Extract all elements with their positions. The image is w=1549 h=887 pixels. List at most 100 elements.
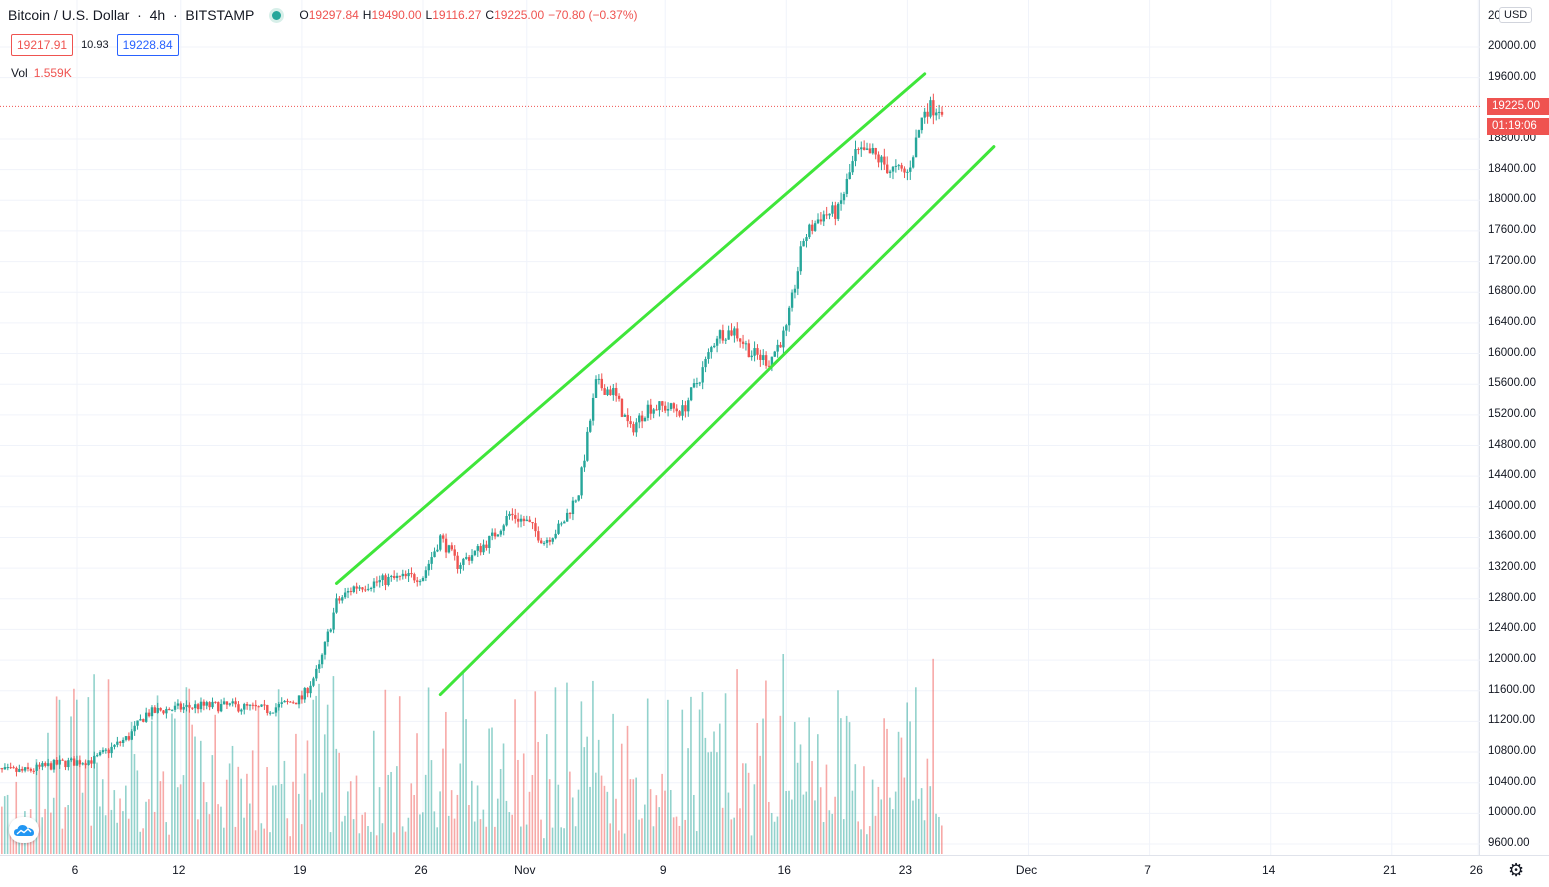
volume-bar — [941, 825, 943, 854]
candlestick — [274, 703, 278, 717]
volume-legend[interactable]: Vol 1.559K — [11, 66, 72, 80]
time-tick-label: 21 — [1383, 863, 1397, 877]
volume-bar — [197, 819, 199, 854]
volume-bar — [349, 781, 352, 854]
volume-bar — [476, 785, 479, 854]
time-axis[interactable]: 6 12 19 26 Nov 9 16 23 Dec 7 14 21 26 ⚙ — [0, 855, 1549, 887]
candlestick — [640, 410, 644, 429]
volume-bar — [707, 752, 710, 854]
candlestick — [874, 147, 877, 160]
candlestick — [684, 400, 687, 418]
candlestick — [90, 756, 93, 769]
candlestick — [837, 202, 840, 222]
candlestick — [257, 705, 260, 708]
volume-bar — [269, 832, 271, 854]
tradingview-logo-icon[interactable] — [9, 817, 39, 843]
candle-body — [243, 704, 246, 710]
volume-bar — [891, 809, 894, 854]
candlestick — [514, 508, 517, 524]
price-chart-canvas[interactable] — [0, 0, 1480, 855]
volume-bar — [280, 784, 283, 854]
candlestick — [237, 701, 240, 713]
candlestick — [652, 407, 655, 419]
buy-price-button[interactable]: 19228.84 — [116, 34, 179, 56]
volume-bar — [514, 699, 516, 854]
candle-body — [274, 707, 278, 713]
candlestick — [727, 325, 730, 340]
volume-bar — [370, 831, 372, 854]
gear-icon[interactable]: ⚙ — [1508, 860, 1525, 880]
price-tick-label: 12000.00 — [1488, 653, 1536, 666]
symbol-title[interactable]: Bitcoin / U.S. Dollar · 4h · BITSTAMP — [8, 7, 255, 23]
candle-body — [320, 654, 324, 665]
candlestick — [450, 542, 454, 552]
volume-bar — [107, 679, 110, 854]
candlestick — [52, 758, 56, 773]
candle-body — [937, 111, 941, 113]
volume-bar — [372, 730, 375, 854]
candle-body — [225, 701, 229, 705]
volume-bar — [263, 828, 266, 854]
candle-body — [914, 137, 918, 158]
candlestick — [813, 220, 817, 232]
candle-body — [205, 702, 208, 706]
volume-bar — [860, 829, 862, 854]
candlestick — [72, 756, 76, 766]
spread-value: 10.93 — [81, 39, 109, 51]
candlestick — [730, 323, 733, 337]
candlestick — [886, 156, 889, 174]
candle-body — [263, 704, 266, 706]
candlestick — [551, 537, 554, 545]
volume-bar — [704, 737, 707, 854]
price-axis[interactable]: 20000.00 19600.00 18800.00 18400.00 18000.00… — [1480, 0, 1549, 855]
candle-body — [133, 725, 136, 732]
candlestick — [571, 496, 575, 521]
price-tick-label: 10400.00 — [1488, 775, 1536, 788]
volume-bar — [926, 758, 929, 854]
candlestick — [937, 104, 941, 120]
sell-price-button[interactable]: 19217.91 — [11, 34, 74, 56]
candle-body — [436, 549, 439, 552]
volume-bar — [168, 834, 170, 854]
candlestick — [297, 695, 301, 709]
candle-body — [214, 701, 217, 703]
candlestick — [271, 712, 275, 714]
candle-body — [891, 166, 895, 172]
time-tick-label: 26 — [414, 863, 428, 877]
chart-pane[interactable]: Bitcoin / U.S. Dollar · 4h · BITSTAMP O1… — [0, 0, 1480, 855]
candle-body — [182, 706, 185, 710]
candlestick — [560, 521, 563, 527]
currency-button[interactable]: USD — [1499, 7, 1533, 23]
candle-body — [715, 338, 719, 346]
volume-bar — [646, 698, 649, 854]
candle-body — [940, 111, 944, 115]
candle-body — [219, 704, 223, 712]
candle-body — [759, 354, 762, 360]
volume-bar — [563, 828, 565, 854]
volume-bar — [920, 788, 923, 854]
volume-bar — [148, 799, 150, 854]
candlestick — [251, 702, 255, 710]
volume-bar — [309, 799, 312, 854]
candlestick — [179, 701, 182, 713]
candlestick — [583, 454, 586, 472]
volume-bar — [747, 772, 750, 854]
volume-bar — [566, 682, 568, 854]
candlestick — [335, 593, 338, 614]
candlestick — [565, 508, 569, 522]
market-status-icon[interactable] — [272, 10, 282, 20]
candle-body — [540, 540, 543, 544]
candle-body — [516, 518, 520, 522]
candlestick — [188, 702, 191, 713]
channel-lower-trendline[interactable] — [438, 145, 996, 697]
candlestick — [675, 404, 678, 418]
candlestick — [822, 210, 825, 227]
volume-bar — [47, 732, 49, 854]
candlestick — [439, 533, 442, 552]
candle-body — [413, 574, 416, 581]
channel-upper-trendline[interactable] — [335, 72, 927, 585]
candle-body — [361, 587, 364, 590]
volume-bar — [277, 689, 280, 854]
candle-body — [799, 246, 802, 272]
candlestick — [375, 576, 379, 587]
